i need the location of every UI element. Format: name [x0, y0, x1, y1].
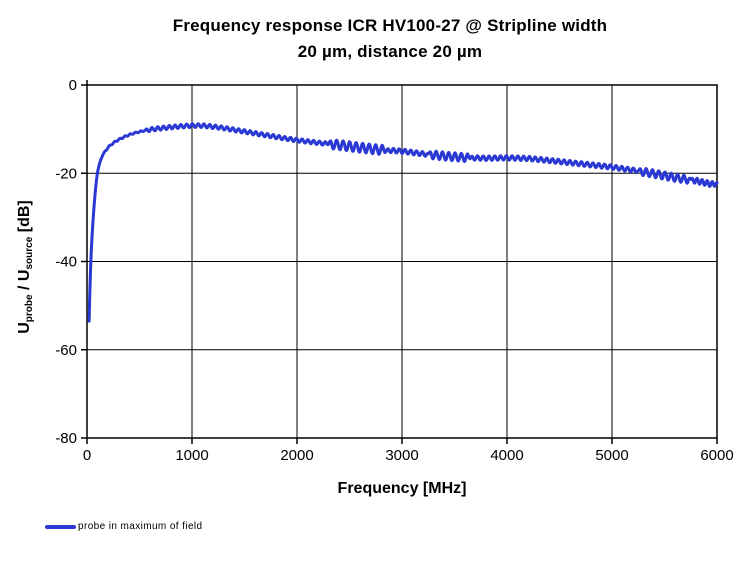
x-tick-label: 4000 [490, 447, 523, 464]
y-axis-title-sub2: source [24, 236, 35, 270]
x-tick-label: 1000 [175, 447, 208, 464]
x-tick-label: 5000 [595, 447, 628, 464]
y-axis-title-u2: U [16, 269, 33, 282]
chart-title-line2: 20 µm, distance 20 µm [297, 42, 483, 61]
y-axis-title-unit: [dB] [16, 200, 33, 237]
x-tick-label: 0 [83, 447, 91, 464]
y-tick-label: -60 [55, 342, 77, 359]
y-axis-title-sep: / [16, 281, 33, 295]
y-axis-title-sub1: probe [24, 294, 35, 323]
y-tick-label: 0 [69, 77, 77, 94]
legend-label: probe in maximum of field [78, 521, 203, 532]
y-tick-label: -80 [55, 430, 77, 447]
y-tick-label: -40 [55, 254, 77, 271]
series-line-probe [87, 122, 719, 323]
legend: probe in maximum of field [45, 521, 203, 532]
x-tick-label: 3000 [385, 447, 418, 464]
y-axis-title: Uprobe / Usource [dB] [16, 117, 40, 417]
x-tick-label: 2000 [280, 447, 313, 464]
x-tick-label: 6000 [700, 447, 733, 464]
chart-title: Frequency response ICR HV100-27 @ Stripl… [60, 13, 720, 65]
y-axis-title-u1: U [16, 322, 33, 334]
y-tick-label: -20 [55, 165, 77, 182]
legend-line-swatch [45, 524, 76, 529]
chart-title-line1: Frequency response ICR HV100-27 @ Stripl… [172, 16, 608, 35]
x-axis-title: Frequency [MHz] [337, 480, 467, 497]
